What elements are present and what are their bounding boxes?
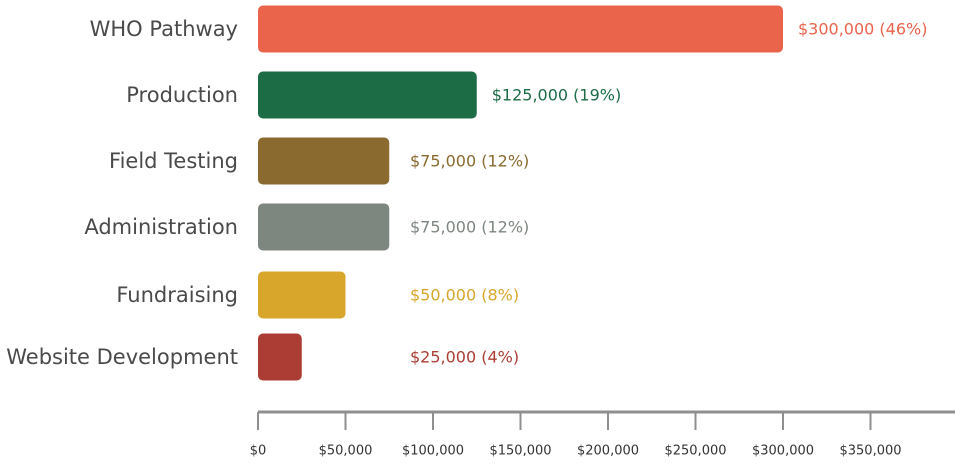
bar-3: [258, 203, 390, 251]
bar-2: [258, 137, 390, 185]
value-label-1: $125,000 (19%): [492, 86, 621, 105]
value-label-5: $25,000 (4%): [410, 348, 519, 367]
x-tick-label-7: $350,000: [839, 444, 901, 459]
x-tick-label-1: $50,000: [319, 444, 373, 459]
category-label-5: Website Development: [6, 345, 238, 369]
category-label-2: Field Testing: [109, 149, 238, 173]
category-label-1: Production: [126, 83, 238, 107]
category-label-4: Fundraising: [116, 283, 238, 307]
category-label-3: Administration: [84, 215, 238, 239]
bar-0: [258, 5, 783, 53]
value-label-3: $75,000 (12%): [410, 218, 529, 237]
value-label-0: $300,000 (46%): [798, 20, 927, 39]
value-label-2: $75,000 (12%): [410, 152, 529, 171]
x-tick-label-5: $250,000: [664, 444, 726, 459]
bar-4: [258, 271, 346, 319]
x-tick-label-0: $0: [250, 444, 267, 459]
bar-5: [258, 333, 302, 381]
x-tick-label-6: $300,000: [752, 444, 814, 459]
value-label-4: $50,000 (8%): [410, 286, 519, 305]
x-tick-label-3: $150,000: [489, 444, 551, 459]
x-tick-label-4: $200,000: [577, 444, 639, 459]
bar-1: [258, 71, 477, 119]
category-label-0: WHO Pathway: [90, 17, 238, 41]
x-tick-label-2: $100,000: [402, 444, 464, 459]
